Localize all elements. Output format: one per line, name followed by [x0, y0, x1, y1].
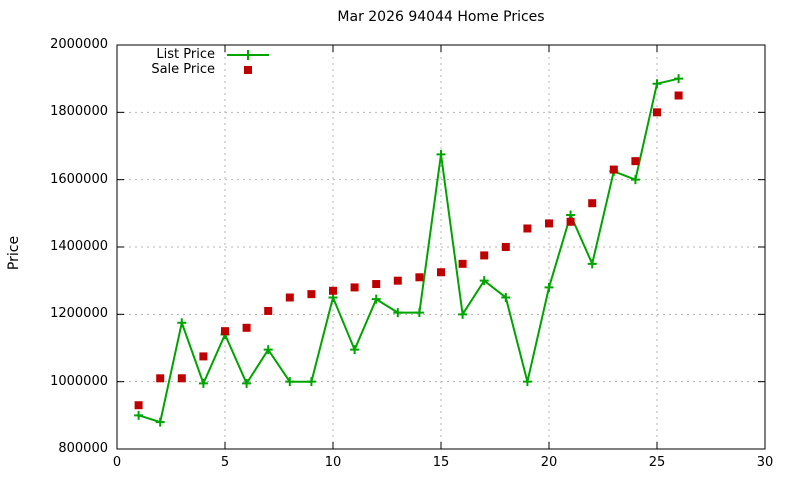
- list-price-point: [674, 74, 684, 84]
- list-price-point: [350, 345, 360, 355]
- sale-price-point: [653, 108, 661, 117]
- y-tick-label: 1400000: [50, 239, 108, 254]
- y-tick-label: 2000000: [50, 37, 108, 52]
- sale-price-point: [329, 286, 337, 295]
- x-tick-label: 30: [756, 455, 774, 470]
- x-tick-label: 15: [432, 455, 450, 470]
- list-price-point: [285, 377, 295, 387]
- list-price-point: [155, 417, 165, 427]
- legend-item-list-price: List Price: [120, 47, 271, 62]
- sale-price-point: [134, 401, 143, 410]
- sale-price-point: [156, 374, 165, 383]
- sale-price-point: [631, 157, 640, 166]
- list-price-point: [177, 318, 187, 328]
- list-price-point: [414, 308, 424, 318]
- y-tick-label: 1000000: [50, 373, 108, 389]
- list-price-point: [652, 79, 662, 89]
- list-price-point: [436, 149, 446, 159]
- sale-price-point: [285, 293, 294, 302]
- sale-price-point: [199, 352, 208, 361]
- x-tick-label: 25: [648, 455, 666, 470]
- y-tick-label: 1800000: [50, 104, 108, 120]
- sale-price-point: [221, 327, 229, 336]
- chart-title: Mar 2026 94044 Home Prices: [337, 9, 545, 25]
- list-price-point: [371, 294, 381, 304]
- legend-label-list-price: List Price: [156, 47, 215, 62]
- sale-price-point: [350, 283, 359, 292]
- list-price-point: [306, 377, 316, 387]
- y-tick-label: 800000: [58, 441, 108, 456]
- sale-price-point: [242, 323, 251, 332]
- list-price-point: [522, 377, 532, 387]
- x-tick-label: 10: [324, 455, 342, 470]
- legend: List Price Sale Price: [120, 47, 271, 77]
- x-tick-label: 20: [540, 455, 558, 470]
- sale-price-point: [393, 276, 402, 285]
- y-tick-label: 1200000: [50, 306, 108, 322]
- x-tick-label: 5: [220, 455, 230, 470]
- list-price-point: [630, 175, 640, 185]
- list-price-line: [138, 77, 679, 424]
- legend-label-sale-price: Sale Price: [151, 62, 215, 77]
- list-price-point: [587, 259, 597, 269]
- x-tick-label: 0: [112, 455, 122, 470]
- list-price-point: [458, 309, 468, 319]
- sale-price-point: [523, 224, 532, 233]
- list-price-point: [544, 282, 554, 292]
- sale-price-point: [566, 217, 575, 226]
- legend-item-sale-price: Sale Price: [120, 62, 271, 77]
- list-price-point: [198, 378, 208, 388]
- list-price-point: [242, 378, 252, 388]
- y-tick-label: 1600000: [50, 171, 108, 187]
- sale-price-point: [307, 290, 316, 299]
- sale-price-point: [674, 91, 683, 100]
- sale-price-point: [372, 280, 381, 289]
- sale-price-point: [437, 268, 445, 277]
- sale-price-point: [480, 251, 489, 260]
- sale-price-point: [501, 243, 510, 251]
- sale-price-point: [588, 199, 597, 208]
- sale-price-point: [177, 374, 186, 383]
- list-price-point: [263, 345, 273, 355]
- sale-price-point: [609, 165, 618, 174]
- list-price-point: [134, 410, 144, 420]
- sale-price-point: [264, 306, 273, 315]
- list-price-point: [501, 293, 511, 302]
- sale-price-square-sample-icon: [244, 65, 252, 74]
- list-price-point: [479, 276, 489, 286]
- sale-price-point: [415, 273, 424, 282]
- list-price-line-sample-icon: [227, 49, 269, 60]
- list-price-point: [393, 308, 403, 318]
- sale-price-point: [458, 259, 467, 268]
- sale-price-point: [545, 219, 553, 228]
